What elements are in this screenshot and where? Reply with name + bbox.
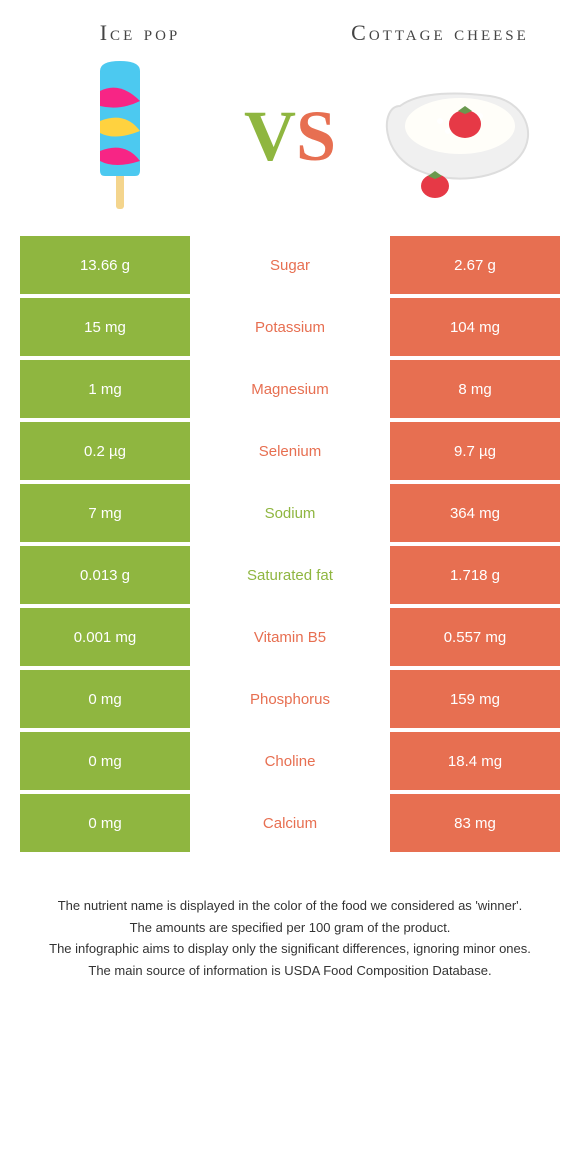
footer-line-3: The infographic aims to display only the… bbox=[30, 939, 550, 959]
value-left: 0 mg bbox=[20, 794, 190, 852]
nutrient-label: Vitamin B5 bbox=[190, 608, 390, 666]
nutrient-label: Selenium bbox=[190, 422, 390, 480]
value-right: 8 mg bbox=[390, 360, 560, 418]
vs-label: VS bbox=[244, 95, 336, 178]
table-row: 7 mgSodium364 mg bbox=[20, 484, 560, 542]
nutrient-label: Saturated fat bbox=[190, 546, 390, 604]
ice-pop-icon bbox=[40, 56, 200, 216]
value-right: 104 mg bbox=[390, 298, 560, 356]
nutrient-label: Phosphorus bbox=[190, 670, 390, 728]
footer-line-1: The nutrient name is displayed in the co… bbox=[30, 896, 550, 916]
value-left: 0 mg bbox=[20, 670, 190, 728]
cottage-cheese-icon bbox=[380, 56, 540, 216]
vs-s: S bbox=[296, 96, 336, 176]
value-right: 2.67 g bbox=[390, 236, 560, 294]
table-row: 0 mgCholine18.4 mg bbox=[20, 732, 560, 790]
table-row: 1 mgMagnesium8 mg bbox=[20, 360, 560, 418]
table-row: 0.001 mgVitamin B50.557 mg bbox=[20, 608, 560, 666]
value-right: 0.557 mg bbox=[390, 608, 560, 666]
food-a-title: Ice pop bbox=[40, 20, 240, 46]
table-row: 15 mgPotassium104 mg bbox=[20, 298, 560, 356]
value-right: 1.718 g bbox=[390, 546, 560, 604]
table-row: 0.2 µgSelenium9.7 µg bbox=[20, 422, 560, 480]
value-left: 13.66 g bbox=[20, 236, 190, 294]
nutrient-label: Choline bbox=[190, 732, 390, 790]
food-b-title: Cottage cheese bbox=[340, 20, 540, 46]
value-left: 0 mg bbox=[20, 732, 190, 790]
header: Ice pop Cottage cheese bbox=[0, 0, 580, 56]
value-left: 15 mg bbox=[20, 298, 190, 356]
images-row: VS bbox=[0, 56, 580, 236]
value-right: 364 mg bbox=[390, 484, 560, 542]
nutrient-label: Magnesium bbox=[190, 360, 390, 418]
value-right: 83 mg bbox=[390, 794, 560, 852]
value-left: 1 mg bbox=[20, 360, 190, 418]
table-row: 13.66 gSugar2.67 g bbox=[20, 236, 560, 294]
value-left: 0.001 mg bbox=[20, 608, 190, 666]
footer-line-4: The main source of information is USDA F… bbox=[30, 961, 550, 981]
nutrient-label: Sugar bbox=[190, 236, 390, 294]
value-right: 18.4 mg bbox=[390, 732, 560, 790]
footer-notes: The nutrient name is displayed in the co… bbox=[0, 856, 580, 1002]
table-row: 0 mgCalcium83 mg bbox=[20, 794, 560, 852]
value-left: 0.2 µg bbox=[20, 422, 190, 480]
nutrient-label: Sodium bbox=[190, 484, 390, 542]
comparison-table: 13.66 gSugar2.67 g15 mgPotassium104 mg1 … bbox=[20, 236, 560, 852]
vs-v: V bbox=[244, 96, 296, 176]
nutrient-label: Calcium bbox=[190, 794, 390, 852]
footer-line-2: The amounts are specified per 100 gram o… bbox=[30, 918, 550, 938]
value-left: 0.013 g bbox=[20, 546, 190, 604]
table-row: 0.013 gSaturated fat1.718 g bbox=[20, 546, 560, 604]
value-right: 159 mg bbox=[390, 670, 560, 728]
value-left: 7 mg bbox=[20, 484, 190, 542]
nutrient-label: Potassium bbox=[190, 298, 390, 356]
value-right: 9.7 µg bbox=[390, 422, 560, 480]
table-row: 0 mgPhosphorus159 mg bbox=[20, 670, 560, 728]
